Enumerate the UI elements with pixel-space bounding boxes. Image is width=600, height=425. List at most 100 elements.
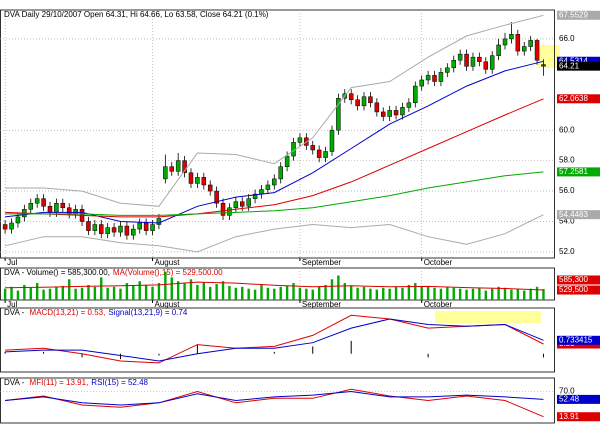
candle-body xyxy=(541,64,546,67)
candle-body xyxy=(387,110,392,117)
candle-body xyxy=(380,111,386,117)
candle-body xyxy=(188,172,194,184)
candle-body xyxy=(457,53,463,61)
candle-body xyxy=(419,79,424,87)
volume-bar xyxy=(292,283,295,300)
value-box xyxy=(557,335,600,345)
volume-bar xyxy=(407,284,411,300)
indicator-line xyxy=(5,318,544,362)
candle-body xyxy=(2,224,8,230)
candle-body xyxy=(496,44,501,56)
value-box xyxy=(557,61,600,71)
candle-body xyxy=(99,224,104,234)
volume-bar xyxy=(401,287,404,300)
value-box-label: 13.91 xyxy=(559,412,580,421)
volume-bar xyxy=(356,287,359,300)
title-text: DVA - xyxy=(4,378,27,387)
candle-body xyxy=(169,166,175,172)
volume-bar xyxy=(68,279,71,300)
candle-body xyxy=(73,209,78,215)
candle-body xyxy=(163,166,168,180)
value-box xyxy=(557,167,600,177)
candle-body xyxy=(464,53,469,67)
volume-bar xyxy=(305,288,308,300)
candle-body xyxy=(54,202,59,213)
legend-entry: MACD(13,21) = 0.53, xyxy=(30,308,106,317)
volume-bar xyxy=(23,284,26,300)
volume-bar xyxy=(48,288,52,300)
candle-body xyxy=(111,227,117,233)
volume-bar xyxy=(170,277,173,300)
value-box xyxy=(557,10,600,20)
volume-bar xyxy=(446,286,449,300)
y-tick-label: 52.0 xyxy=(559,247,575,256)
x-tick-label: Jul xyxy=(7,300,17,309)
candle-body xyxy=(374,102,380,113)
volume-bar xyxy=(433,287,436,300)
highlight xyxy=(435,311,541,323)
volume-bar xyxy=(510,289,513,300)
volume-bar xyxy=(138,281,141,300)
volume-bar xyxy=(350,285,353,300)
volume-bar xyxy=(241,286,244,300)
candle-body xyxy=(207,184,213,192)
volume-bar xyxy=(209,286,212,300)
volume-bar xyxy=(112,286,116,300)
candle-body xyxy=(329,129,335,152)
volume-bar xyxy=(285,285,289,300)
value-box xyxy=(557,94,600,104)
panel-frame xyxy=(0,377,555,424)
volume-bar xyxy=(452,287,455,300)
overlay-line xyxy=(5,60,544,224)
volume-bar xyxy=(189,279,193,300)
candle-body xyxy=(240,201,245,207)
volume-bar xyxy=(311,289,314,300)
volume-bar xyxy=(100,277,103,300)
x-tick-label: August xyxy=(155,258,181,267)
candle-body xyxy=(406,102,412,108)
candle-body xyxy=(477,56,482,62)
candle-body xyxy=(9,222,14,230)
volume-bar xyxy=(426,286,430,300)
candle-body xyxy=(483,61,489,70)
volume-bar xyxy=(337,275,340,300)
candle-body xyxy=(15,216,21,224)
volume-bar xyxy=(35,283,39,300)
candle-body xyxy=(131,228,136,236)
candle-body xyxy=(509,34,514,40)
legend-entry: Signal(13,21,9) = 0.74 xyxy=(108,308,187,317)
candle-body xyxy=(515,34,521,52)
volume-bar xyxy=(55,286,58,300)
candle-body xyxy=(143,222,149,231)
value-box-label: 585,300 xyxy=(559,275,588,284)
candle-body xyxy=(432,75,437,82)
candle-body xyxy=(355,99,360,107)
x-tick-label: October xyxy=(424,258,453,267)
candle-body xyxy=(451,59,456,69)
volume-bar xyxy=(93,286,97,300)
volume-bar xyxy=(221,281,225,300)
volume-ma-line xyxy=(5,281,544,291)
volume-bar xyxy=(125,283,129,300)
indicator-line xyxy=(5,314,544,364)
x-tick-label: September xyxy=(302,258,341,267)
volume-bar xyxy=(497,286,500,300)
x-tick-label: October xyxy=(424,300,453,309)
candle-body xyxy=(156,218,162,225)
value-box-label: 67.5529 xyxy=(559,10,588,19)
y-tick-label: 66.0 xyxy=(559,34,575,43)
x-tick-label: August xyxy=(155,300,181,309)
candle-body xyxy=(34,198,40,204)
legend-entry: MFI(11) = 13.91, xyxy=(30,378,89,387)
candle-body xyxy=(86,221,91,231)
volume-bar xyxy=(471,288,475,300)
title-text: DVA - xyxy=(4,308,27,317)
y-tick-label: 56.0 xyxy=(559,186,575,195)
volume-bar xyxy=(369,288,372,300)
volume-bar xyxy=(74,288,77,300)
y-tick-label: 70.0 xyxy=(559,387,575,396)
volume-bar xyxy=(151,286,154,300)
candle-body xyxy=(528,40,533,47)
overlay-line xyxy=(5,14,544,207)
volume-bar xyxy=(253,289,257,300)
